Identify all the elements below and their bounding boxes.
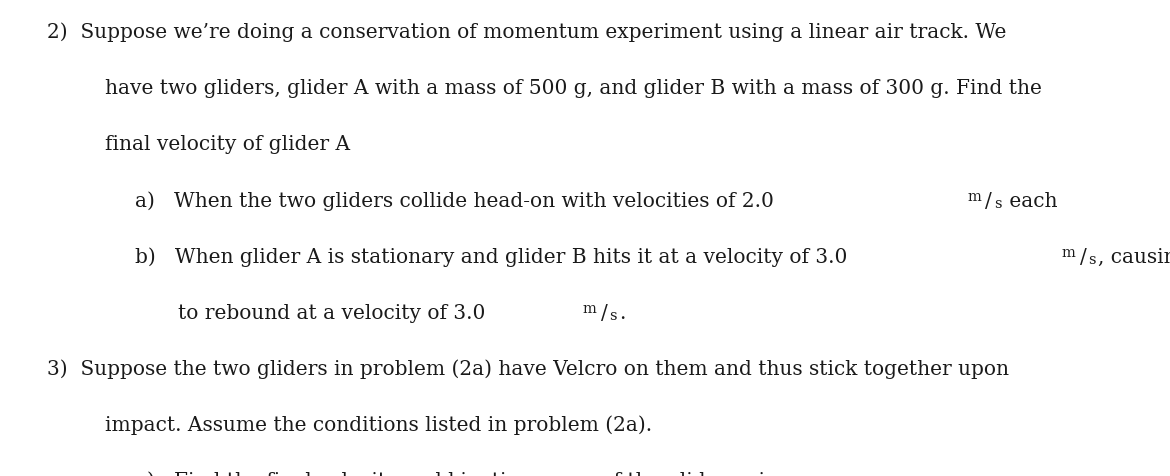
Text: a)   Find the final velocity and kinetic energy of the glider pair.: a) Find the final velocity and kinetic e… <box>135 472 778 476</box>
Text: to rebound at a velocity of 3.0: to rebound at a velocity of 3.0 <box>178 304 491 323</box>
Text: /: / <box>1080 248 1087 267</box>
Text: m: m <box>583 302 597 317</box>
Text: /: / <box>985 191 992 210</box>
Text: b)   When glider A is stationary and glider B hits it at a velocity of 3.0: b) When glider A is stationary and glide… <box>135 247 853 267</box>
Text: m: m <box>1062 246 1076 260</box>
Text: 2)  Suppose we’re doing a conservation of momentum experiment using a linear air: 2) Suppose we’re doing a conservation of… <box>47 22 1006 42</box>
Text: a)   When the two gliders collide head-on with velocities of 2.0: a) When the two gliders collide head-on … <box>135 191 779 210</box>
Text: each: each <box>1004 191 1058 210</box>
Text: m: m <box>968 190 980 204</box>
Text: , causing glider B: , causing glider B <box>1099 248 1170 267</box>
Text: .: . <box>619 304 625 323</box>
Text: s: s <box>610 309 617 323</box>
Text: s: s <box>1088 253 1096 267</box>
Text: s: s <box>993 197 1002 211</box>
Text: /: / <box>600 304 607 323</box>
Text: final velocity of glider A: final velocity of glider A <box>105 135 351 154</box>
Text: have two gliders, glider A with a mass of 500 g, and glider B with a mass of 300: have two gliders, glider A with a mass o… <box>105 79 1042 98</box>
Text: impact. Assume the conditions listed in problem (2a).: impact. Assume the conditions listed in … <box>105 416 653 435</box>
Text: 3)  Suppose the two gliders in problem (2a) have Velcro on them and thus stick t: 3) Suppose the two gliders in problem (2… <box>47 359 1009 379</box>
